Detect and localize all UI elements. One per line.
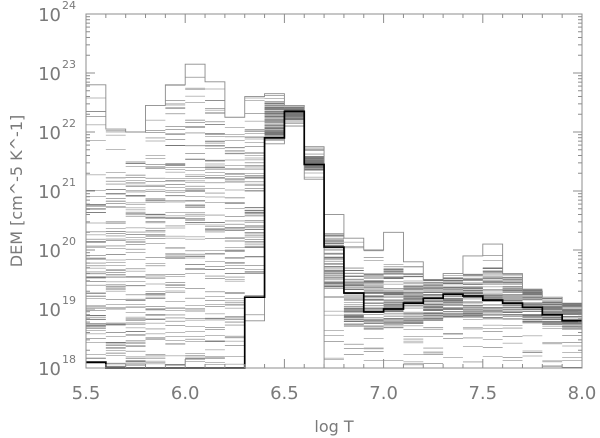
best-fit-dem-line [86,110,582,369]
y-tick-exponent: 24 [62,0,76,12]
x-tick-label: 6.5 [270,383,299,404]
x-axis-label: log T [314,417,353,436]
axis-ticks [85,13,583,369]
y-tick-exponent: 21 [62,176,76,189]
y-tick-label: 10 19 [38,294,76,321]
y-axis-label: DEM [cm^-5 K^-1] [7,115,26,267]
y-tick-base: 10 [38,123,61,144]
y-tick-exponent: 23 [62,58,76,71]
x-tick-label: 5.5 [72,383,101,404]
y-tick-exponent: 19 [62,294,76,307]
x-tick-labels: 5.5 6.0 6.5 7.0 7.5 8.0 [72,383,597,404]
y-tick-base: 10 [38,64,61,85]
y-tick-label: 10 18 [38,353,76,380]
x-tick-label: 8.0 [568,383,597,404]
y-tick-label: 10 22 [38,117,76,144]
y-tick-base: 10 [38,359,61,380]
y-tick-label: 10 20 [38,235,76,262]
monte-carlo-realizations [86,76,582,369]
y-tick-base: 10 [38,182,61,203]
y-tick-exponent: 22 [62,117,76,130]
y-tick-label: 10 24 [38,0,76,26]
x-tick-label: 6.0 [171,383,200,404]
y-tick-label: 10 21 [38,176,76,203]
y-tick-base: 10 [38,241,61,262]
x-tick-label: 7.5 [468,383,497,404]
x-tick-label: 7.0 [369,383,398,404]
y-tick-base: 10 [38,5,61,26]
y-tick-exponent: 18 [62,353,76,366]
y-tick-label: 10 23 [38,58,76,85]
y-tick-exponent: 20 [62,235,76,248]
y-tick-base: 10 [38,300,61,321]
